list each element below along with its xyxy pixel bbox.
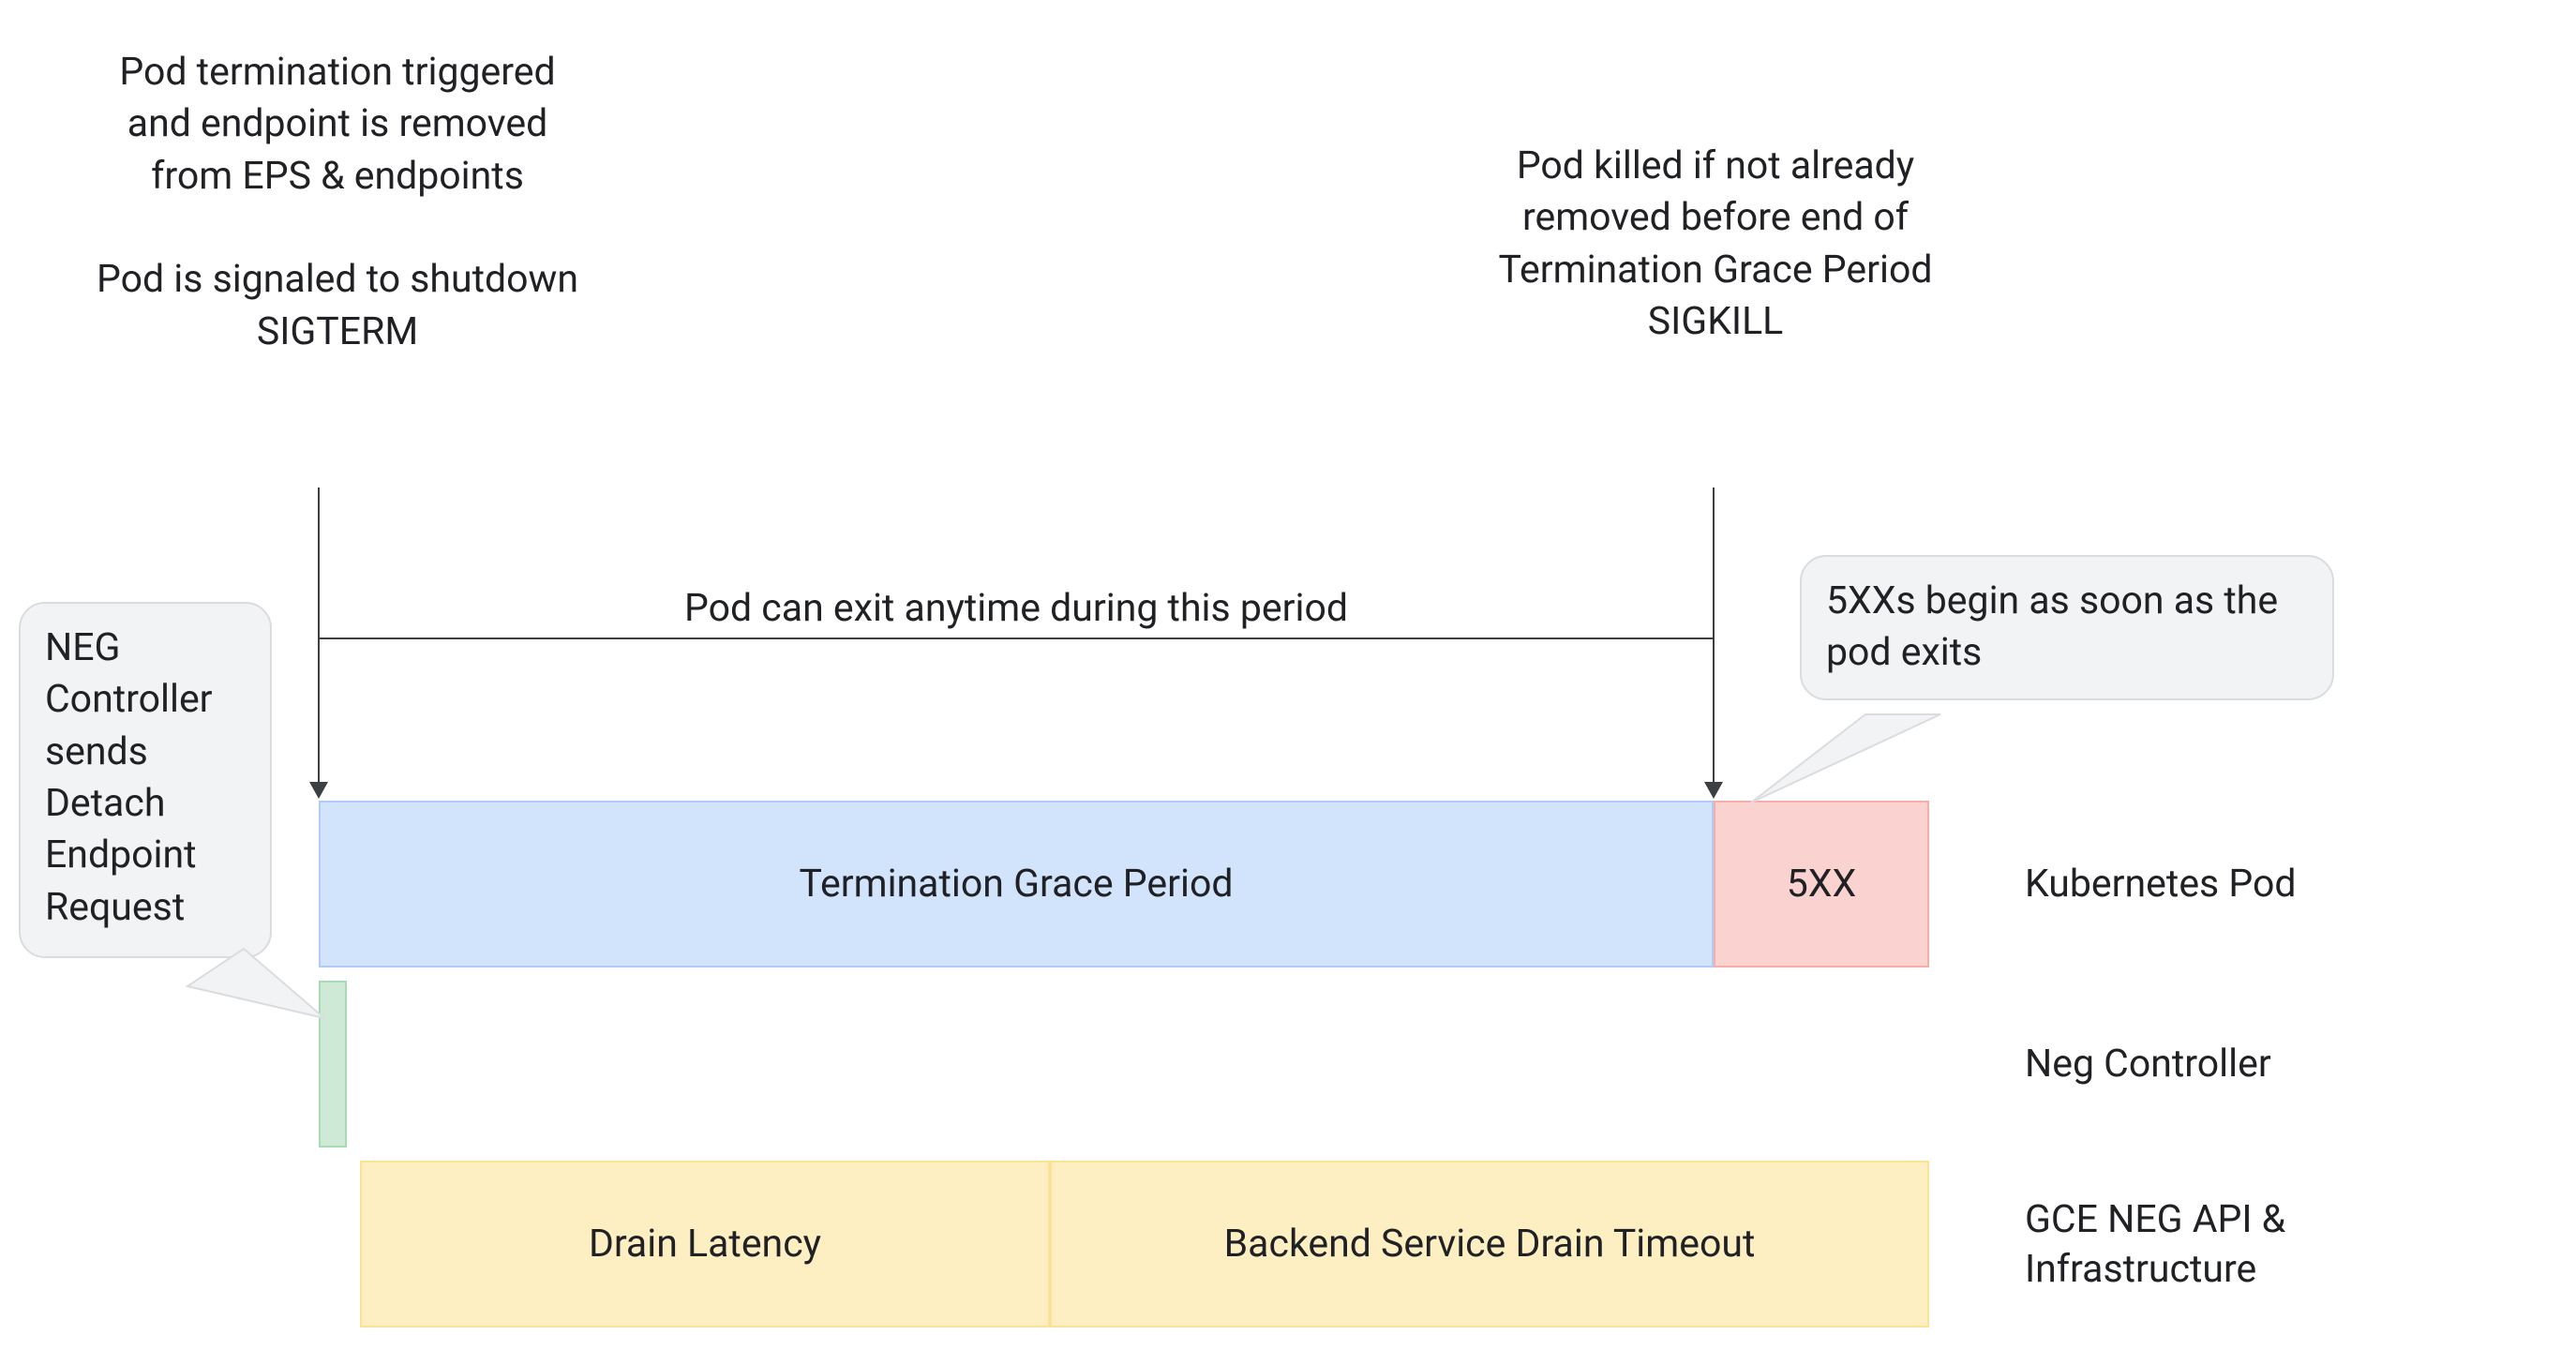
span-label: Pod can exit anytime during this period xyxy=(319,583,1714,635)
row-label-neg: Neg Controller xyxy=(2025,1040,2271,1089)
bar-5xx: 5XX xyxy=(1714,801,1929,968)
bar-label: Termination Grace Period xyxy=(800,862,1234,907)
row-label-gce: GCE NEG API & Infrastructure xyxy=(2025,1195,2285,1296)
arrow-head-sigterm xyxy=(309,782,328,799)
pod-termination-diagram: Pod termination triggered and endpoint i… xyxy=(0,0,2576,1350)
callout-5xx-begin: 5XXs begin as soon as the pod exits xyxy=(1800,555,2334,700)
bar-label: Drain Latency xyxy=(589,1222,821,1267)
annotation-sigkill: Pod killed if not already removed before… xyxy=(1462,141,1969,348)
bar-label: Backend Service Drain Timeout xyxy=(1224,1222,1756,1267)
bar-backend-drain-timeout: Backend Service Drain Timeout xyxy=(1050,1161,1929,1328)
annotation-sigterm: Pod termination triggered and endpoint i… xyxy=(66,47,609,358)
bar-label: 5XX xyxy=(1787,862,1856,907)
span-line xyxy=(319,638,1714,639)
row-label-pod: Kubernetes Pod xyxy=(2025,860,2297,909)
callout-neg-detach: NEG Controller sends Detach Endpoint Req… xyxy=(19,602,272,958)
bar-termination-grace-period: Termination Grace Period xyxy=(319,801,1714,968)
bar-drain-latency: Drain Latency xyxy=(360,1161,1050,1328)
arrow-head-sigkill xyxy=(1704,782,1723,799)
bar-neg-controller xyxy=(319,981,347,1148)
